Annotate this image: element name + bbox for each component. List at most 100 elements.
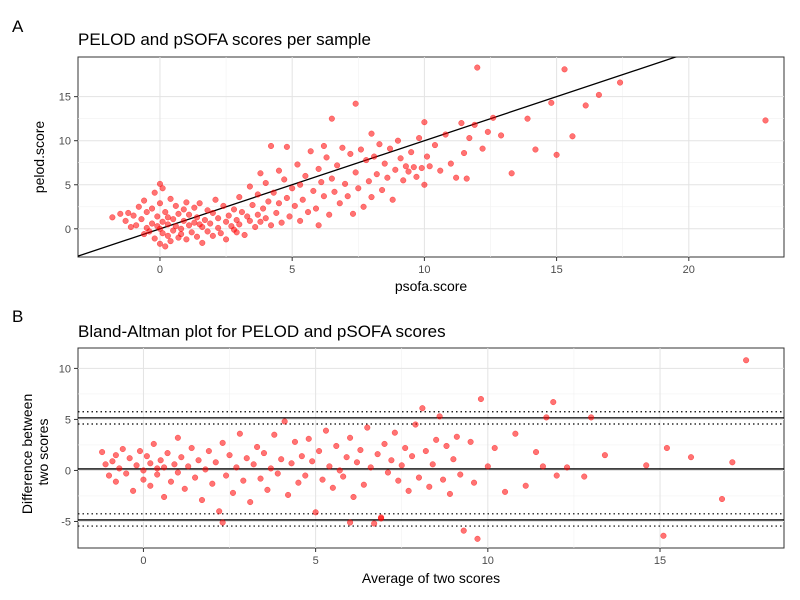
data-point <box>102 461 109 468</box>
data-point <box>719 496 726 503</box>
data-point <box>588 414 595 421</box>
data-point <box>202 466 209 473</box>
data-point <box>617 79 624 86</box>
data-point <box>320 142 327 149</box>
data-point <box>162 243 169 250</box>
data-point <box>196 200 203 207</box>
data-point <box>274 470 281 477</box>
data-point <box>364 424 371 431</box>
data-point <box>172 202 179 209</box>
data-point <box>305 435 312 442</box>
data-point <box>318 179 325 186</box>
data-point <box>223 472 230 479</box>
panel-b-y-tick-label: 10 <box>59 363 71 375</box>
data-point <box>582 102 589 109</box>
data-point <box>408 149 415 156</box>
data-point <box>512 430 519 437</box>
data-point <box>283 194 290 201</box>
data-point <box>147 460 154 467</box>
data-point <box>209 232 216 239</box>
panel-a-x-tick-label: 0 <box>157 264 163 276</box>
data-point <box>199 239 206 246</box>
data-point <box>171 461 178 468</box>
data-point <box>376 141 383 148</box>
data-point <box>400 177 407 184</box>
data-point <box>550 399 557 406</box>
data-point <box>387 145 394 152</box>
data-point <box>268 222 275 229</box>
data-point <box>440 476 447 483</box>
panel-a-y-tick-label: 15 <box>59 92 71 104</box>
panel-a-x-tick-label: 10 <box>418 264 430 276</box>
data-point <box>156 200 163 207</box>
data-point <box>349 210 356 217</box>
data-point <box>340 473 347 480</box>
panel-b-y-tick-label: 5 <box>65 414 71 426</box>
data-point <box>195 457 202 464</box>
data-point <box>186 211 193 218</box>
data-point <box>265 198 272 205</box>
data-point <box>112 478 119 485</box>
data-point <box>125 209 132 216</box>
data-point <box>347 150 354 157</box>
data-point <box>238 209 245 216</box>
data-point <box>236 430 243 437</box>
data-point <box>271 431 278 438</box>
data-point <box>172 223 179 230</box>
data-point <box>254 211 261 218</box>
panel-b-reference-lines <box>78 411 784 527</box>
data-point <box>561 66 568 73</box>
panel-b-y-label: Difference between two scores <box>19 390 51 514</box>
data-point <box>433 436 440 443</box>
panel-b-tag: B <box>12 307 23 326</box>
data-point <box>281 418 288 425</box>
data-point <box>246 217 253 224</box>
data-point <box>319 476 326 483</box>
data-point <box>260 205 267 212</box>
panel-b-y-tick-label: 0 <box>65 465 71 477</box>
data-point <box>533 449 540 456</box>
data-point <box>285 491 292 498</box>
data-point <box>342 180 349 187</box>
data-point <box>307 148 314 155</box>
data-point <box>122 217 129 224</box>
data-point <box>174 434 181 441</box>
data-point <box>291 202 298 209</box>
data-point <box>463 175 470 182</box>
data-point <box>193 214 200 221</box>
data-point <box>164 221 171 228</box>
data-point <box>286 213 293 220</box>
data-point <box>333 442 340 449</box>
data-point <box>178 231 185 238</box>
data-point <box>289 185 296 192</box>
data-point <box>138 216 145 223</box>
data-point <box>466 135 473 142</box>
data-point <box>419 405 426 412</box>
data-point <box>223 236 230 243</box>
data-point <box>291 438 298 445</box>
data-point <box>99 449 106 456</box>
data-point <box>532 146 539 153</box>
data-point <box>429 461 436 468</box>
data-point <box>161 493 168 500</box>
data-point <box>353 459 360 466</box>
data-point <box>250 461 257 468</box>
panel-a-tag: A <box>12 17 24 36</box>
data-point <box>294 161 301 168</box>
data-point <box>412 421 419 428</box>
data-point <box>133 462 140 469</box>
data-point <box>581 473 588 480</box>
data-point <box>236 221 243 228</box>
data-point <box>564 464 571 471</box>
data-point <box>447 160 454 167</box>
data-point <box>347 434 354 441</box>
data-point <box>270 189 277 196</box>
data-point <box>149 205 156 212</box>
data-point <box>457 471 464 478</box>
data-point <box>297 181 304 188</box>
data-point <box>295 479 302 486</box>
data-point <box>344 193 351 200</box>
data-point <box>180 206 187 213</box>
data-point <box>446 490 453 497</box>
